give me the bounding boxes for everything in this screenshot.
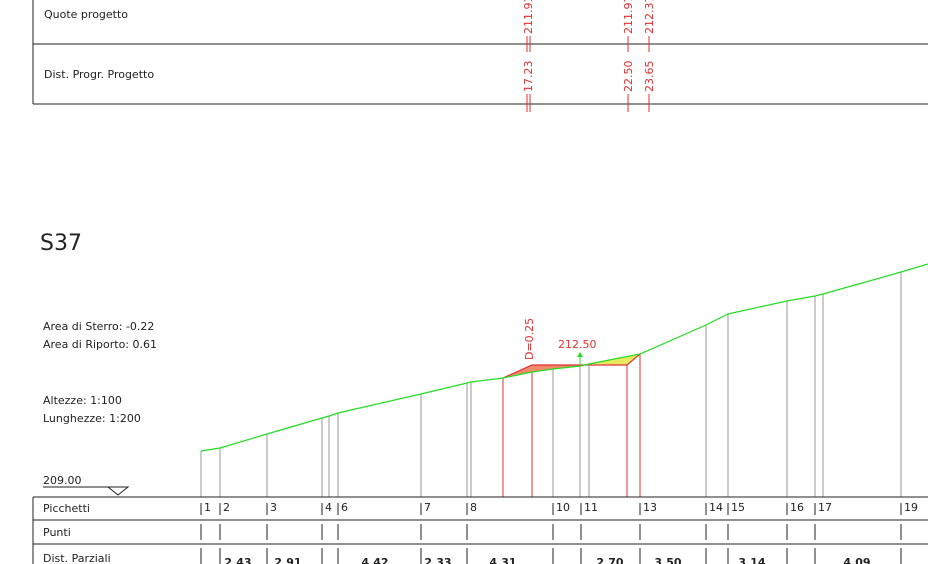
scale-text: Lunghezze: 1:200 [43,412,141,425]
distance-label: 4.42 [361,556,388,564]
station-label: 19 [904,501,918,514]
area-text: Area di Sterro: -0.22 [43,320,154,333]
quote-label: 212.37 [643,0,656,34]
row-label: Dist. Parziali [43,552,111,564]
dist-label: 22.50 [622,61,635,93]
distance-label: 2.43 [224,556,251,564]
station-label: 2 [223,501,230,514]
distance-label: 3.50 [654,556,681,564]
verticals [200,272,902,497]
distance-label: 2.91 [274,556,301,564]
station-label: 3 [270,501,277,514]
quote-label: 211.91 [522,0,535,34]
station-label: 16 [790,501,804,514]
datum-text: 209.00 [43,474,82,487]
station-label: 17 [818,501,832,514]
datum-marker [106,486,130,496]
distance-label: 4.09 [843,556,870,564]
station-label: 7 [424,501,431,514]
distance-label: 2.70 [596,556,623,564]
row-label: Punti [43,526,71,539]
distance-label: 2.33 [424,556,451,564]
annotation: D=0.25 [523,318,536,360]
station-label: 1 [204,501,211,514]
annotation: 212.50 [558,338,597,351]
row-label: Quote progetto [44,8,128,21]
arrow-head [577,352,583,357]
row-label: Dist. Progr. Progetto [44,68,154,81]
station-label: 4 [325,501,332,514]
station-label: 6 [341,501,348,514]
red-ticks [526,36,650,112]
distance-label: 4.31 [489,556,516,564]
top-table [32,0,928,105]
distance-label: 3.14 [738,556,765,564]
station-label: 13 [643,501,657,514]
dist-label: 23.65 [643,61,656,93]
quote-label: 211.97 [622,0,635,34]
bottom-table [32,496,928,564]
area-text: Area di Riporto: 0.61 [43,338,157,351]
ground-line [200,263,928,452]
row-label: Picchetti [43,502,90,515]
table-content: 1 2 3 4 6 7 8 10 11 13 14 15 16 17 19 2.43 2.91 4.42 2.33 4… [200,501,918,564]
dist-label: 17.23 [522,61,535,93]
project-line [502,353,641,379]
station-label: 14 [709,501,723,514]
station-label: 10 [556,501,570,514]
section-title: S37 [40,231,82,256]
station-label: 11 [584,501,598,514]
station-label: 8 [470,501,477,514]
station-label: 15 [731,501,745,514]
scale-text: Altezze: 1:100 [43,394,122,407]
